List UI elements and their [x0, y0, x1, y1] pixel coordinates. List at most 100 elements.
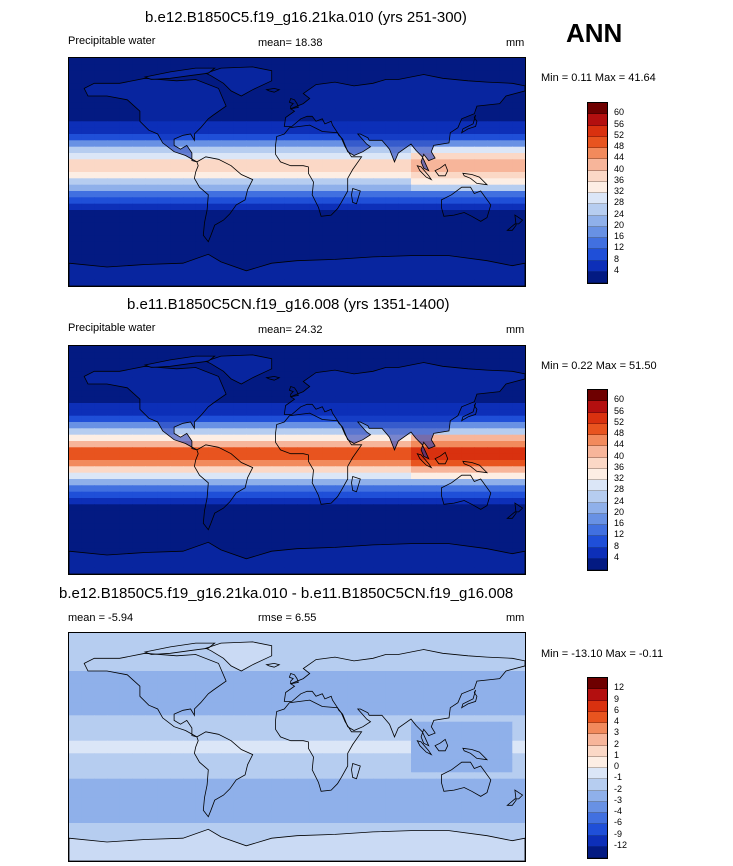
field-cell [512, 791, 525, 799]
field-cell [170, 346, 184, 353]
field-cell [170, 229, 184, 236]
field-cell [411, 498, 425, 505]
field-cell [145, 159, 159, 167]
field-cell [221, 671, 235, 678]
field-cell [119, 491, 133, 499]
field-cell [145, 64, 159, 72]
field-cell [81, 791, 95, 799]
field-cell [259, 235, 273, 243]
field-cell [221, 146, 235, 154]
field-cell [436, 766, 450, 773]
field-cell [183, 671, 197, 678]
field-cell [373, 753, 387, 761]
panel3-map-svg [69, 633, 525, 861]
field-cell [474, 159, 488, 167]
field-cell [411, 241, 425, 249]
field-cell [221, 396, 235, 404]
field-cell [157, 216, 171, 224]
field-cell [499, 352, 513, 360]
field-cell [246, 766, 260, 773]
field-cell [411, 633, 425, 640]
field-cell [423, 352, 437, 360]
field-cell [461, 172, 475, 179]
field-cell [221, 772, 235, 780]
field-cell [309, 153, 323, 160]
field-cell [94, 753, 108, 761]
field-cell [423, 466, 437, 474]
field-cell [385, 797, 399, 805]
field-cell [461, 229, 475, 236]
field-cell [297, 639, 311, 647]
field-cell [322, 58, 336, 65]
field-cell [119, 510, 133, 518]
field-cell [474, 134, 488, 141]
field-cell [157, 184, 171, 192]
field-cell [145, 191, 159, 198]
field-cell [512, 140, 525, 148]
field-cell [449, 127, 463, 135]
field-cell [107, 146, 121, 154]
field-cell [195, 772, 209, 780]
field-cell [347, 216, 361, 224]
field-cell [259, 785, 273, 792]
field-cell [512, 510, 525, 518]
field-cell [373, 721, 387, 729]
field-cell [107, 690, 121, 697]
field-cell [411, 645, 425, 653]
field-cell [335, 203, 349, 211]
field-cell [145, 517, 159, 524]
field-cell [170, 529, 184, 537]
field-cell [512, 823, 525, 830]
field-cell [284, 352, 298, 360]
field-cell [398, 677, 412, 685]
field-cell [487, 485, 501, 493]
field-cell [335, 510, 349, 518]
field-cell [411, 740, 425, 748]
field-cell [385, 241, 399, 249]
field-cell [297, 766, 311, 773]
field-cell [487, 127, 501, 135]
field-cell [208, 428, 222, 436]
field-cell [132, 146, 146, 154]
field-cell [246, 734, 260, 742]
field-cell [347, 709, 361, 716]
field-cell [385, 172, 399, 179]
field-cell [94, 702, 108, 710]
field-cell [107, 178, 121, 186]
field-cell [195, 415, 209, 423]
field-cell [499, 415, 513, 423]
field-cell [81, 178, 95, 186]
colorbar-tick-label: 32 [614, 186, 625, 196]
field-cell [322, 804, 336, 811]
field-cell [246, 422, 260, 429]
field-cell [246, 384, 260, 391]
field-cell [81, 70, 95, 78]
field-cell [512, 677, 525, 685]
field-cell [449, 671, 463, 678]
coastline-samerica [193, 731, 254, 818]
field-cell [487, 652, 501, 659]
field-cell [183, 191, 197, 198]
field-cell [94, 352, 108, 360]
field-cell [157, 772, 171, 780]
field-cell [487, 58, 501, 65]
field-cell [119, 747, 133, 754]
field-cell [373, 633, 387, 640]
field-cell [195, 690, 209, 697]
field-cell [461, 165, 475, 173]
field-cell [221, 384, 235, 391]
field-cell [461, 248, 475, 255]
coastline-borneo [434, 738, 449, 752]
field-cell [259, 709, 273, 716]
field-cell [309, 690, 323, 697]
field-cell [297, 384, 311, 391]
field-cell [69, 472, 83, 480]
field-cell [360, 639, 374, 647]
coastline-greenland [204, 66, 273, 97]
field-cell [373, 352, 387, 360]
field-cell [145, 241, 159, 249]
field-cell [284, 384, 298, 391]
field-cell [499, 529, 513, 537]
field-cell [347, 652, 361, 659]
field-cell [474, 108, 488, 116]
